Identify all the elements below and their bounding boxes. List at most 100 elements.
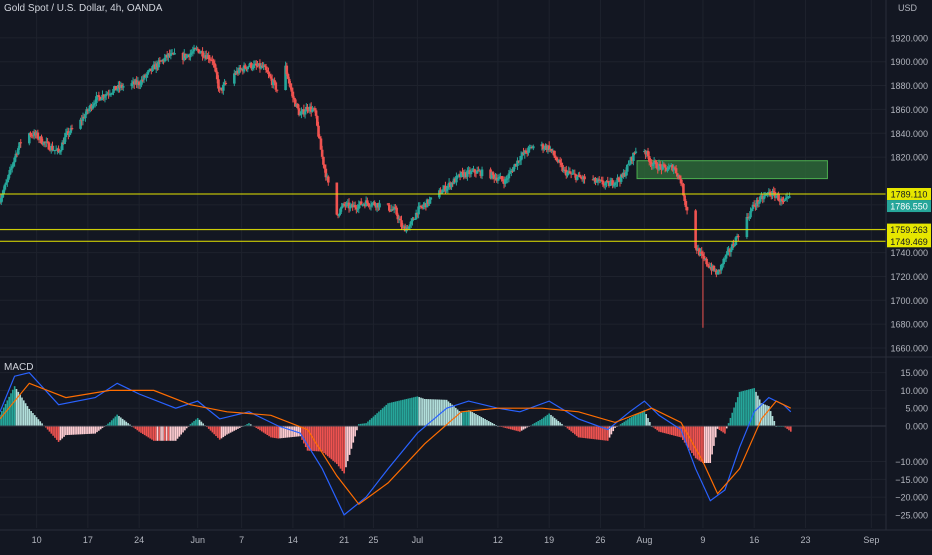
candle-body bbox=[201, 51, 204, 57]
histogram-bar bbox=[418, 397, 421, 426]
candle-body bbox=[583, 176, 586, 180]
time-tick-label: 26 bbox=[595, 535, 605, 545]
histogram-bar bbox=[233, 426, 236, 431]
histogram-bar bbox=[396, 401, 399, 426]
histogram-bar bbox=[162, 426, 164, 441]
candle-body bbox=[91, 105, 95, 109]
candle-body bbox=[702, 256, 706, 259]
candle-body bbox=[617, 177, 621, 180]
time-tick-label: Sep bbox=[863, 535, 879, 545]
histogram-bar bbox=[608, 426, 611, 438]
histogram-bar bbox=[81, 426, 84, 435]
candle-body bbox=[662, 164, 666, 166]
candle-body bbox=[492, 175, 496, 179]
histogram-bar bbox=[55, 426, 58, 440]
candle-body bbox=[8, 170, 12, 175]
price-tick-label: 1700.000 bbox=[890, 296, 928, 306]
candle-body bbox=[169, 53, 173, 56]
candle-body bbox=[214, 67, 218, 73]
histogram-bar bbox=[649, 422, 651, 426]
histogram-bar bbox=[674, 426, 677, 436]
histogram-bar bbox=[727, 423, 730, 426]
histogram-bar bbox=[92, 426, 95, 434]
histogram-bar bbox=[262, 426, 265, 433]
histogram-bar bbox=[714, 426, 717, 438]
candle-body bbox=[339, 208, 342, 214]
candle-body bbox=[652, 161, 656, 165]
candle-body bbox=[601, 180, 605, 185]
candle-body bbox=[196, 48, 200, 50]
histogram-bar bbox=[464, 411, 466, 426]
candle-body bbox=[496, 178, 500, 181]
histogram-bar bbox=[768, 406, 770, 426]
histogram-bar bbox=[676, 426, 679, 437]
candle-body bbox=[342, 203, 346, 205]
histogram-bar bbox=[623, 421, 626, 426]
horizontal-lines[interactable] bbox=[0, 193, 886, 242]
histogram-bar bbox=[506, 426, 508, 429]
candle-body bbox=[706, 264, 710, 266]
histogram-bar bbox=[367, 421, 369, 426]
candle-body bbox=[4, 182, 8, 185]
histogram-bar bbox=[627, 419, 629, 426]
histogram-bar bbox=[231, 426, 234, 432]
candle-body bbox=[721, 264, 724, 266]
histogram-bar bbox=[630, 417, 633, 426]
histogram-bar bbox=[453, 406, 455, 426]
histogram-bar bbox=[486, 420, 488, 426]
candle-body bbox=[6, 179, 9, 183]
candle-body bbox=[729, 249, 733, 252]
candle-body bbox=[428, 199, 431, 204]
candle-body bbox=[552, 150, 556, 156]
histogram-bar bbox=[229, 426, 232, 433]
candle-body bbox=[473, 169, 477, 173]
histogram-bar bbox=[738, 391, 741, 426]
histogram-bar bbox=[462, 412, 464, 426]
candle-body bbox=[507, 173, 511, 179]
histogram-bar bbox=[224, 426, 226, 436]
candle-body bbox=[306, 106, 309, 110]
histogram-bar bbox=[156, 426, 159, 441]
candle-body bbox=[3, 184, 7, 190]
candle-body bbox=[527, 147, 530, 154]
candle-body bbox=[145, 74, 148, 78]
histogram-bar bbox=[788, 426, 790, 431]
macd-lines bbox=[0, 372, 792, 516]
histogram-bar bbox=[614, 426, 616, 428]
candle-body bbox=[604, 183, 607, 186]
histogram-bar bbox=[403, 399, 406, 426]
candle-body bbox=[252, 64, 256, 69]
candle-body bbox=[263, 65, 267, 67]
candle-body bbox=[146, 71, 149, 75]
histogram-bar bbox=[671, 426, 673, 436]
candle-body bbox=[763, 194, 767, 197]
histogram-bar bbox=[374, 414, 377, 426]
candle-body bbox=[730, 244, 734, 250]
candle-body bbox=[676, 173, 679, 177]
candle-body bbox=[558, 160, 562, 163]
histogram-bar bbox=[735, 402, 737, 426]
candle-body bbox=[47, 142, 51, 150]
histogram-bar bbox=[184, 426, 186, 431]
candle-body bbox=[389, 210, 392, 212]
histogram-bar bbox=[17, 391, 20, 426]
candle-body bbox=[291, 91, 295, 98]
histogram-bar bbox=[336, 426, 338, 464]
histogram-bar bbox=[638, 413, 640, 426]
histogram-bar bbox=[475, 414, 477, 426]
histogram-bar bbox=[705, 426, 708, 463]
candle-body bbox=[663, 164, 667, 168]
histogram-bar bbox=[297, 426, 300, 437]
histogram-bar bbox=[773, 421, 776, 426]
histogram-bar bbox=[310, 426, 312, 451]
currency-label[interactable]: USD bbox=[898, 3, 918, 13]
candle-body bbox=[115, 89, 119, 91]
histogram-bar bbox=[328, 426, 331, 458]
histogram-bar bbox=[209, 426, 212, 431]
histogram-bar bbox=[315, 426, 318, 452]
candle-body bbox=[396, 214, 400, 220]
histogram-bar bbox=[147, 426, 150, 438]
candle-body bbox=[445, 188, 448, 192]
